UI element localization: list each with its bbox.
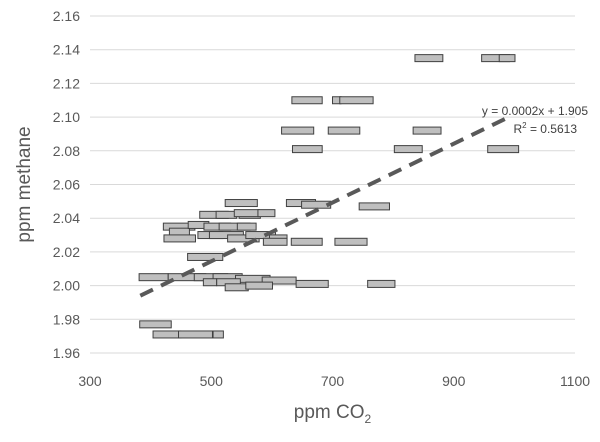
data-point <box>187 252 224 261</box>
gridlines <box>90 15 575 354</box>
y-tick-label: 2.12 <box>53 75 80 91</box>
y-tick-label: 2.14 <box>53 42 80 58</box>
x-tick-label: 1100 <box>560 373 590 389</box>
y-tick-label: 2.08 <box>53 143 80 159</box>
data-point <box>233 209 260 218</box>
y-tick-label: 2.10 <box>53 109 80 125</box>
y-tick-label: 1.98 <box>53 311 80 327</box>
data-point <box>290 237 323 246</box>
data-point <box>393 145 423 154</box>
data-points <box>138 54 520 339</box>
data-point <box>215 210 238 219</box>
data-point <box>367 279 396 288</box>
data-point <box>487 145 520 154</box>
x-tick-labels: 300 500 700 900 1100 <box>78 373 590 389</box>
data-point <box>212 330 224 339</box>
trendline-equation: y = 0.0002x + 1.905 <box>482 104 588 118</box>
data-point <box>236 222 257 231</box>
x-axis-title-main: ppm CO <box>294 402 365 423</box>
y-tick-label: 2.04 <box>53 210 80 226</box>
y-tick-label: 2.06 <box>53 177 80 193</box>
data-point <box>224 283 249 292</box>
data-point <box>168 227 190 236</box>
data-point <box>291 145 323 154</box>
x-tick-label: 500 <box>200 373 224 389</box>
x-axis-title-subscript: 2 <box>365 412 372 426</box>
data-point <box>138 273 169 282</box>
y-tick-label: 2.02 <box>53 244 80 260</box>
data-point <box>291 96 323 105</box>
data-point <box>245 281 273 290</box>
x-axis-title: ppm CO2 <box>294 402 372 426</box>
y-tick-label: 1.96 <box>53 345 80 361</box>
y-tick-label: 2.00 <box>53 278 80 294</box>
data-point <box>163 234 196 243</box>
y-axis-title: ppm methane <box>14 126 35 242</box>
data-point <box>339 96 374 105</box>
data-point <box>498 54 516 63</box>
data-point <box>295 279 329 288</box>
data-point <box>178 330 213 339</box>
data-point <box>224 199 258 208</box>
data-point <box>412 126 442 135</box>
x-tick-label: 900 <box>442 373 466 389</box>
y-tick-labels: 1.96 1.98 2.00 2.02 2.04 2.06 2.08 2.10 2.12 2.14… <box>53 8 80 361</box>
data-point <box>327 126 361 135</box>
data-point <box>152 330 182 339</box>
data-point <box>257 209 276 218</box>
data-point <box>262 237 288 246</box>
x-tick-label: 300 <box>78 373 102 389</box>
r-squared-exponent: 2 <box>522 121 527 130</box>
data-point <box>414 54 444 63</box>
data-point <box>334 237 368 246</box>
r-squared-label: R2 = 0.5613 <box>513 121 577 136</box>
r-squared-suffix: = 0.5613 <box>527 122 578 136</box>
data-point <box>358 202 390 211</box>
data-point <box>202 278 218 287</box>
y-tick-label: 2.16 <box>53 8 80 24</box>
data-point <box>139 320 172 329</box>
r-squared-prefix: R <box>513 122 522 136</box>
x-tick-label: 700 <box>321 373 345 389</box>
data-point <box>281 126 315 135</box>
